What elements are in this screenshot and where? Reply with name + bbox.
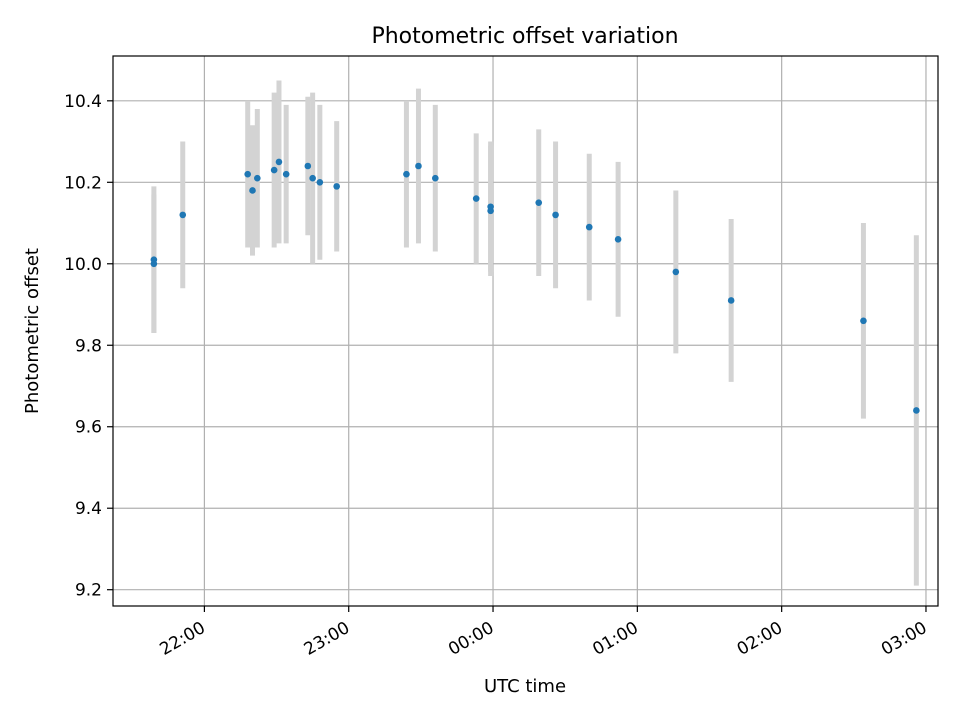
data-point <box>472 195 480 202</box>
y-tick-label: 10.2 <box>64 173 102 193</box>
data-point <box>244 170 251 178</box>
data-point <box>487 207 494 215</box>
x-tick-label: 23:00 <box>301 618 353 660</box>
x-tick-label: 01:00 <box>589 618 641 660</box>
data-point <box>672 268 680 276</box>
chart-title: Photometric offset variation <box>371 24 678 49</box>
data-point <box>415 162 422 170</box>
y-tick-label: 10.4 <box>64 92 102 112</box>
data-point <box>309 174 316 182</box>
data-point <box>727 297 735 304</box>
data-point <box>535 199 543 206</box>
data-point <box>270 166 278 174</box>
data-point <box>614 236 622 243</box>
data-point <box>432 174 439 182</box>
data-point <box>403 170 410 178</box>
grid <box>113 56 938 606</box>
data-points <box>150 158 920 414</box>
x-tick-label: 02:00 <box>734 618 786 660</box>
y-tick-label: 9.6 <box>75 418 102 438</box>
data-point <box>304 162 312 170</box>
x-tick-label: 00:00 <box>445 618 497 660</box>
data-point <box>282 170 290 178</box>
y-tick-label: 9.8 <box>75 336 102 356</box>
error-bars <box>151 80 919 586</box>
data-point <box>333 183 340 190</box>
data-point <box>860 317 867 325</box>
x-tick-label: 22:00 <box>156 618 208 660</box>
y-tick-label: 9.2 <box>75 581 102 601</box>
data-point <box>316 178 324 186</box>
data-point <box>913 407 920 414</box>
data-point <box>249 187 256 194</box>
y-tick-label: 10.0 <box>64 255 102 275</box>
data-point <box>585 223 593 231</box>
y-tick-label: 9.4 <box>75 499 102 519</box>
plot-frame <box>112 55 939 607</box>
data-point <box>254 174 261 182</box>
data-point <box>552 211 559 219</box>
x-tick-label: 03:00 <box>878 618 930 660</box>
data-point <box>179 211 187 219</box>
data-point <box>150 260 158 268</box>
x-axis-label: UTC time <box>484 676 566 697</box>
ticks: 22:00 23:00 00:00 01:00 02:00 03:00 9.2 9.4 9.6 9… <box>64 92 930 660</box>
data-point <box>275 158 283 166</box>
y-axis-label: Photometric offset <box>22 248 43 414</box>
